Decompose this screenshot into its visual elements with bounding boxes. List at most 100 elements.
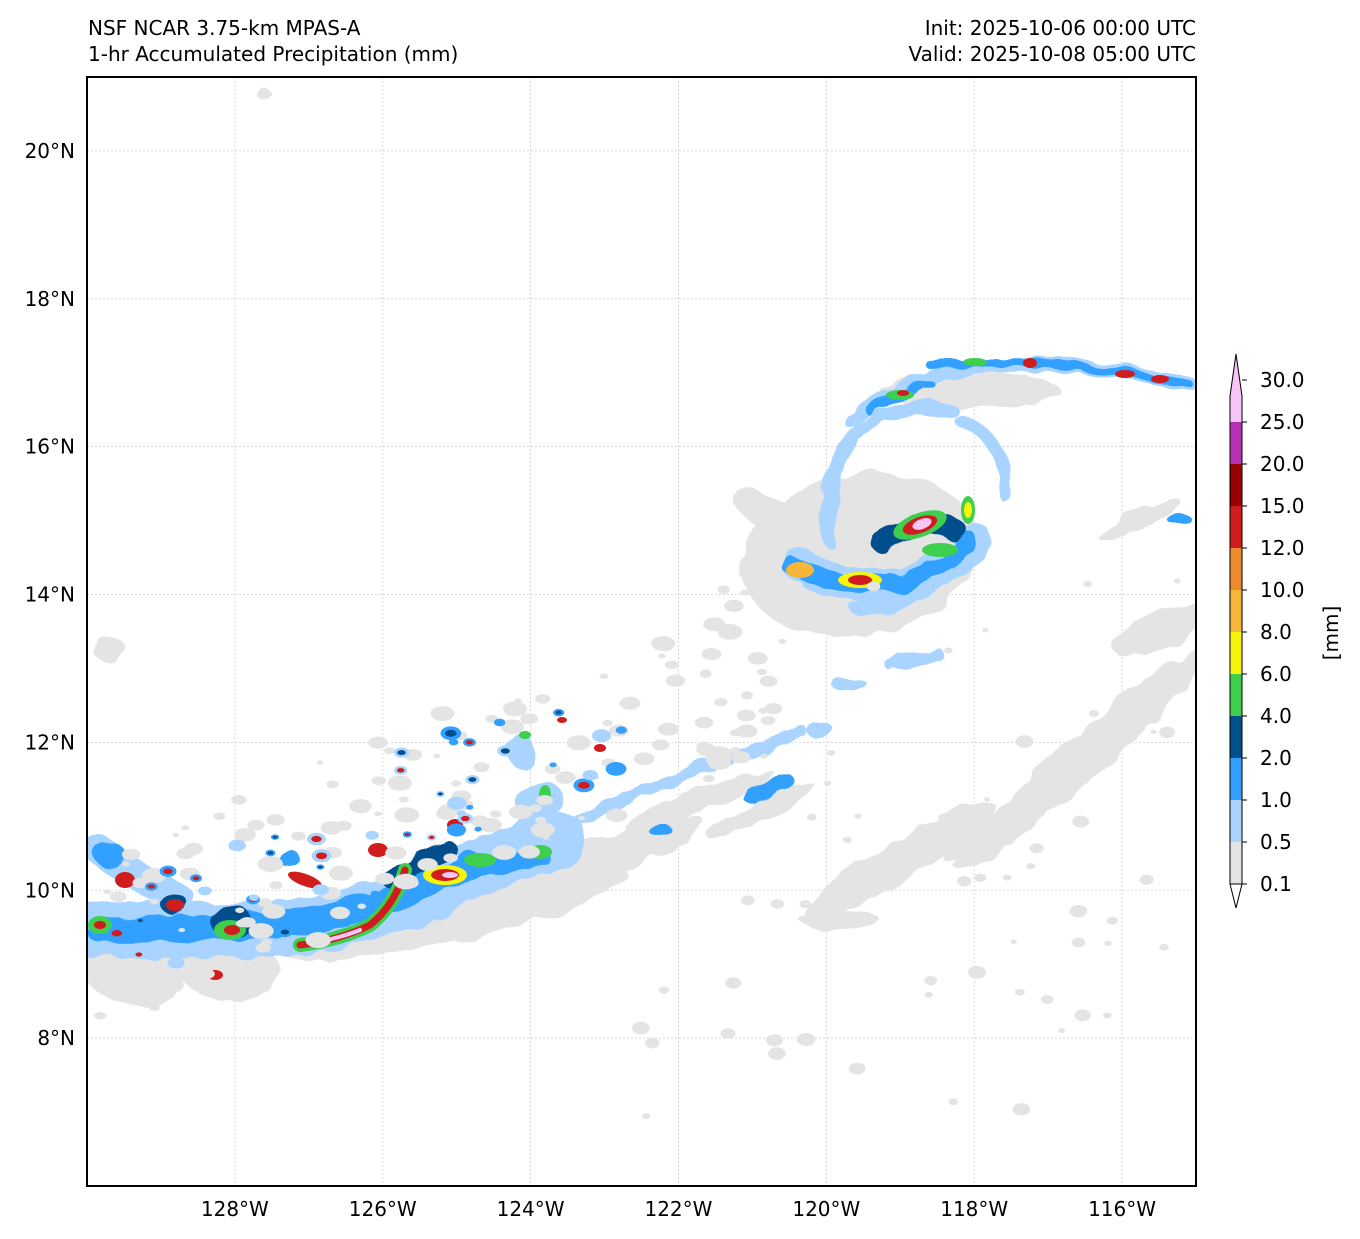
precip-cell: [731, 751, 751, 764]
precip-cell: [823, 780, 832, 786]
precip-cell: [443, 853, 458, 863]
precip-cell: [1029, 843, 1044, 854]
colorbar-extend-max: [1230, 354, 1242, 422]
precip-cell: [827, 749, 836, 756]
convective-cell-outer: [605, 761, 627, 776]
precip-cell: [1150, 729, 1157, 734]
convective-cell: [159, 865, 177, 877]
convective-cell: [573, 778, 595, 793]
precip-cell: [149, 1004, 160, 1011]
convective-cell-core: [397, 768, 405, 773]
precip-cell: [938, 813, 950, 822]
precip-cell: [767, 1047, 786, 1061]
valid-time: Valid: 2025-10-08 05:00 UTC: [908, 42, 1196, 66]
precip-cell: [1106, 916, 1118, 925]
precip-cell: [741, 691, 753, 700]
latitude-labels: 20°N 18°N 16°N 14°N 12°N 10°N 8°N: [25, 139, 75, 1050]
precip-cell: [1012, 1103, 1031, 1116]
precip-cell: [760, 579, 782, 593]
precip-cell: [1159, 943, 1169, 951]
convective-cell: [582, 770, 598, 781]
precip-cell: [788, 580, 803, 590]
precip-cell: [387, 775, 413, 791]
precip-cell: [738, 568, 753, 578]
precip-cell: [398, 796, 409, 803]
precip-cell: [213, 812, 226, 820]
precip-cell: [371, 776, 386, 786]
convective-cell: [394, 765, 408, 775]
lon-tick-label: 126°W: [349, 1197, 417, 1221]
precip-cell: [766, 1034, 784, 1047]
precip-cell: [178, 927, 186, 933]
convective-cell: [270, 834, 280, 840]
precip-cell: [328, 865, 353, 881]
precip-cell: [1072, 815, 1090, 828]
precip-cell: [997, 832, 1016, 846]
colorbar-segment: [1230, 548, 1242, 590]
precip-cell: [730, 747, 741, 754]
convective-cell-core: [280, 929, 290, 935]
precip-cell: [924, 976, 938, 986]
precip-cell: [760, 715, 776, 725]
precip-cell: [566, 735, 591, 751]
convective-cell: [615, 726, 627, 734]
precip-cell: [335, 820, 352, 831]
colorbar-segment: [1230, 590, 1242, 632]
scattered-precip-cells: [94, 568, 1181, 1120]
colorbar-segment: [1230, 632, 1242, 674]
convective-cell-outer: [312, 884, 329, 896]
lon-tick-label: 124°W: [497, 1197, 565, 1221]
precip-cell: [984, 797, 991, 802]
precip-cell: [657, 722, 679, 736]
convective-cell-core: [404, 832, 410, 836]
precip-cell: [664, 660, 679, 670]
precip-cell: [723, 626, 734, 634]
precip-cell: [701, 647, 722, 661]
precip-cell: [492, 845, 517, 860]
convective-cell-outer: [591, 729, 612, 743]
precip-cell: [305, 932, 331, 949]
precip-cell: [642, 1113, 651, 1120]
precip-cell: [235, 907, 245, 914]
precip-cell: [1071, 937, 1086, 948]
colorbar-segment: [1230, 422, 1242, 464]
precip-cell: [658, 986, 670, 994]
convective-cell: [402, 831, 412, 838]
precip-cell: [451, 780, 462, 787]
precip-cell: [514, 698, 522, 704]
convective-cell-core: [311, 835, 322, 843]
map-frame: [86, 76, 1197, 1187]
precip-cell: [797, 1032, 816, 1046]
map-background: [87, 77, 1196, 1186]
convective-cell: [135, 917, 145, 924]
colorbar-tick-label: 0.1: [1260, 872, 1292, 896]
precip-cell: [266, 814, 285, 826]
convective-cell: [312, 884, 329, 896]
precip-cell: [198, 968, 215, 979]
convective-cell: [435, 790, 445, 797]
precip-cell: [651, 636, 676, 652]
precip-cell: [760, 753, 768, 759]
init-time: Init: 2025-10-06 00:00 UTC: [924, 16, 1196, 40]
convective-cell-core: [318, 865, 323, 869]
precip-cell: [555, 771, 576, 785]
convective-cell-outer: [370, 890, 380, 898]
convective-cell: [190, 874, 203, 883]
precip-cell: [329, 906, 350, 920]
convective-cell: [228, 839, 246, 852]
convective-cell: [132, 950, 146, 959]
precip-cell: [1069, 904, 1088, 918]
lon-tick-label: 118°W: [940, 1197, 1008, 1221]
convective-cell: [475, 834, 493, 847]
precip-cell: [326, 780, 339, 789]
precip-cell: [394, 807, 420, 823]
precip-cell: [1074, 1009, 1091, 1022]
precip-cell: [982, 627, 989, 633]
precip-cell: [658, 653, 666, 659]
model-title: NSF NCAR 3.75-km MPAS-A: [88, 16, 361, 40]
precip-cell: [1103, 1012, 1112, 1019]
colorbar-tick-label: 4.0: [1260, 704, 1292, 728]
precip-cell: [696, 741, 712, 752]
convective-cell: [474, 826, 482, 832]
convective-cell-core: [460, 815, 470, 822]
